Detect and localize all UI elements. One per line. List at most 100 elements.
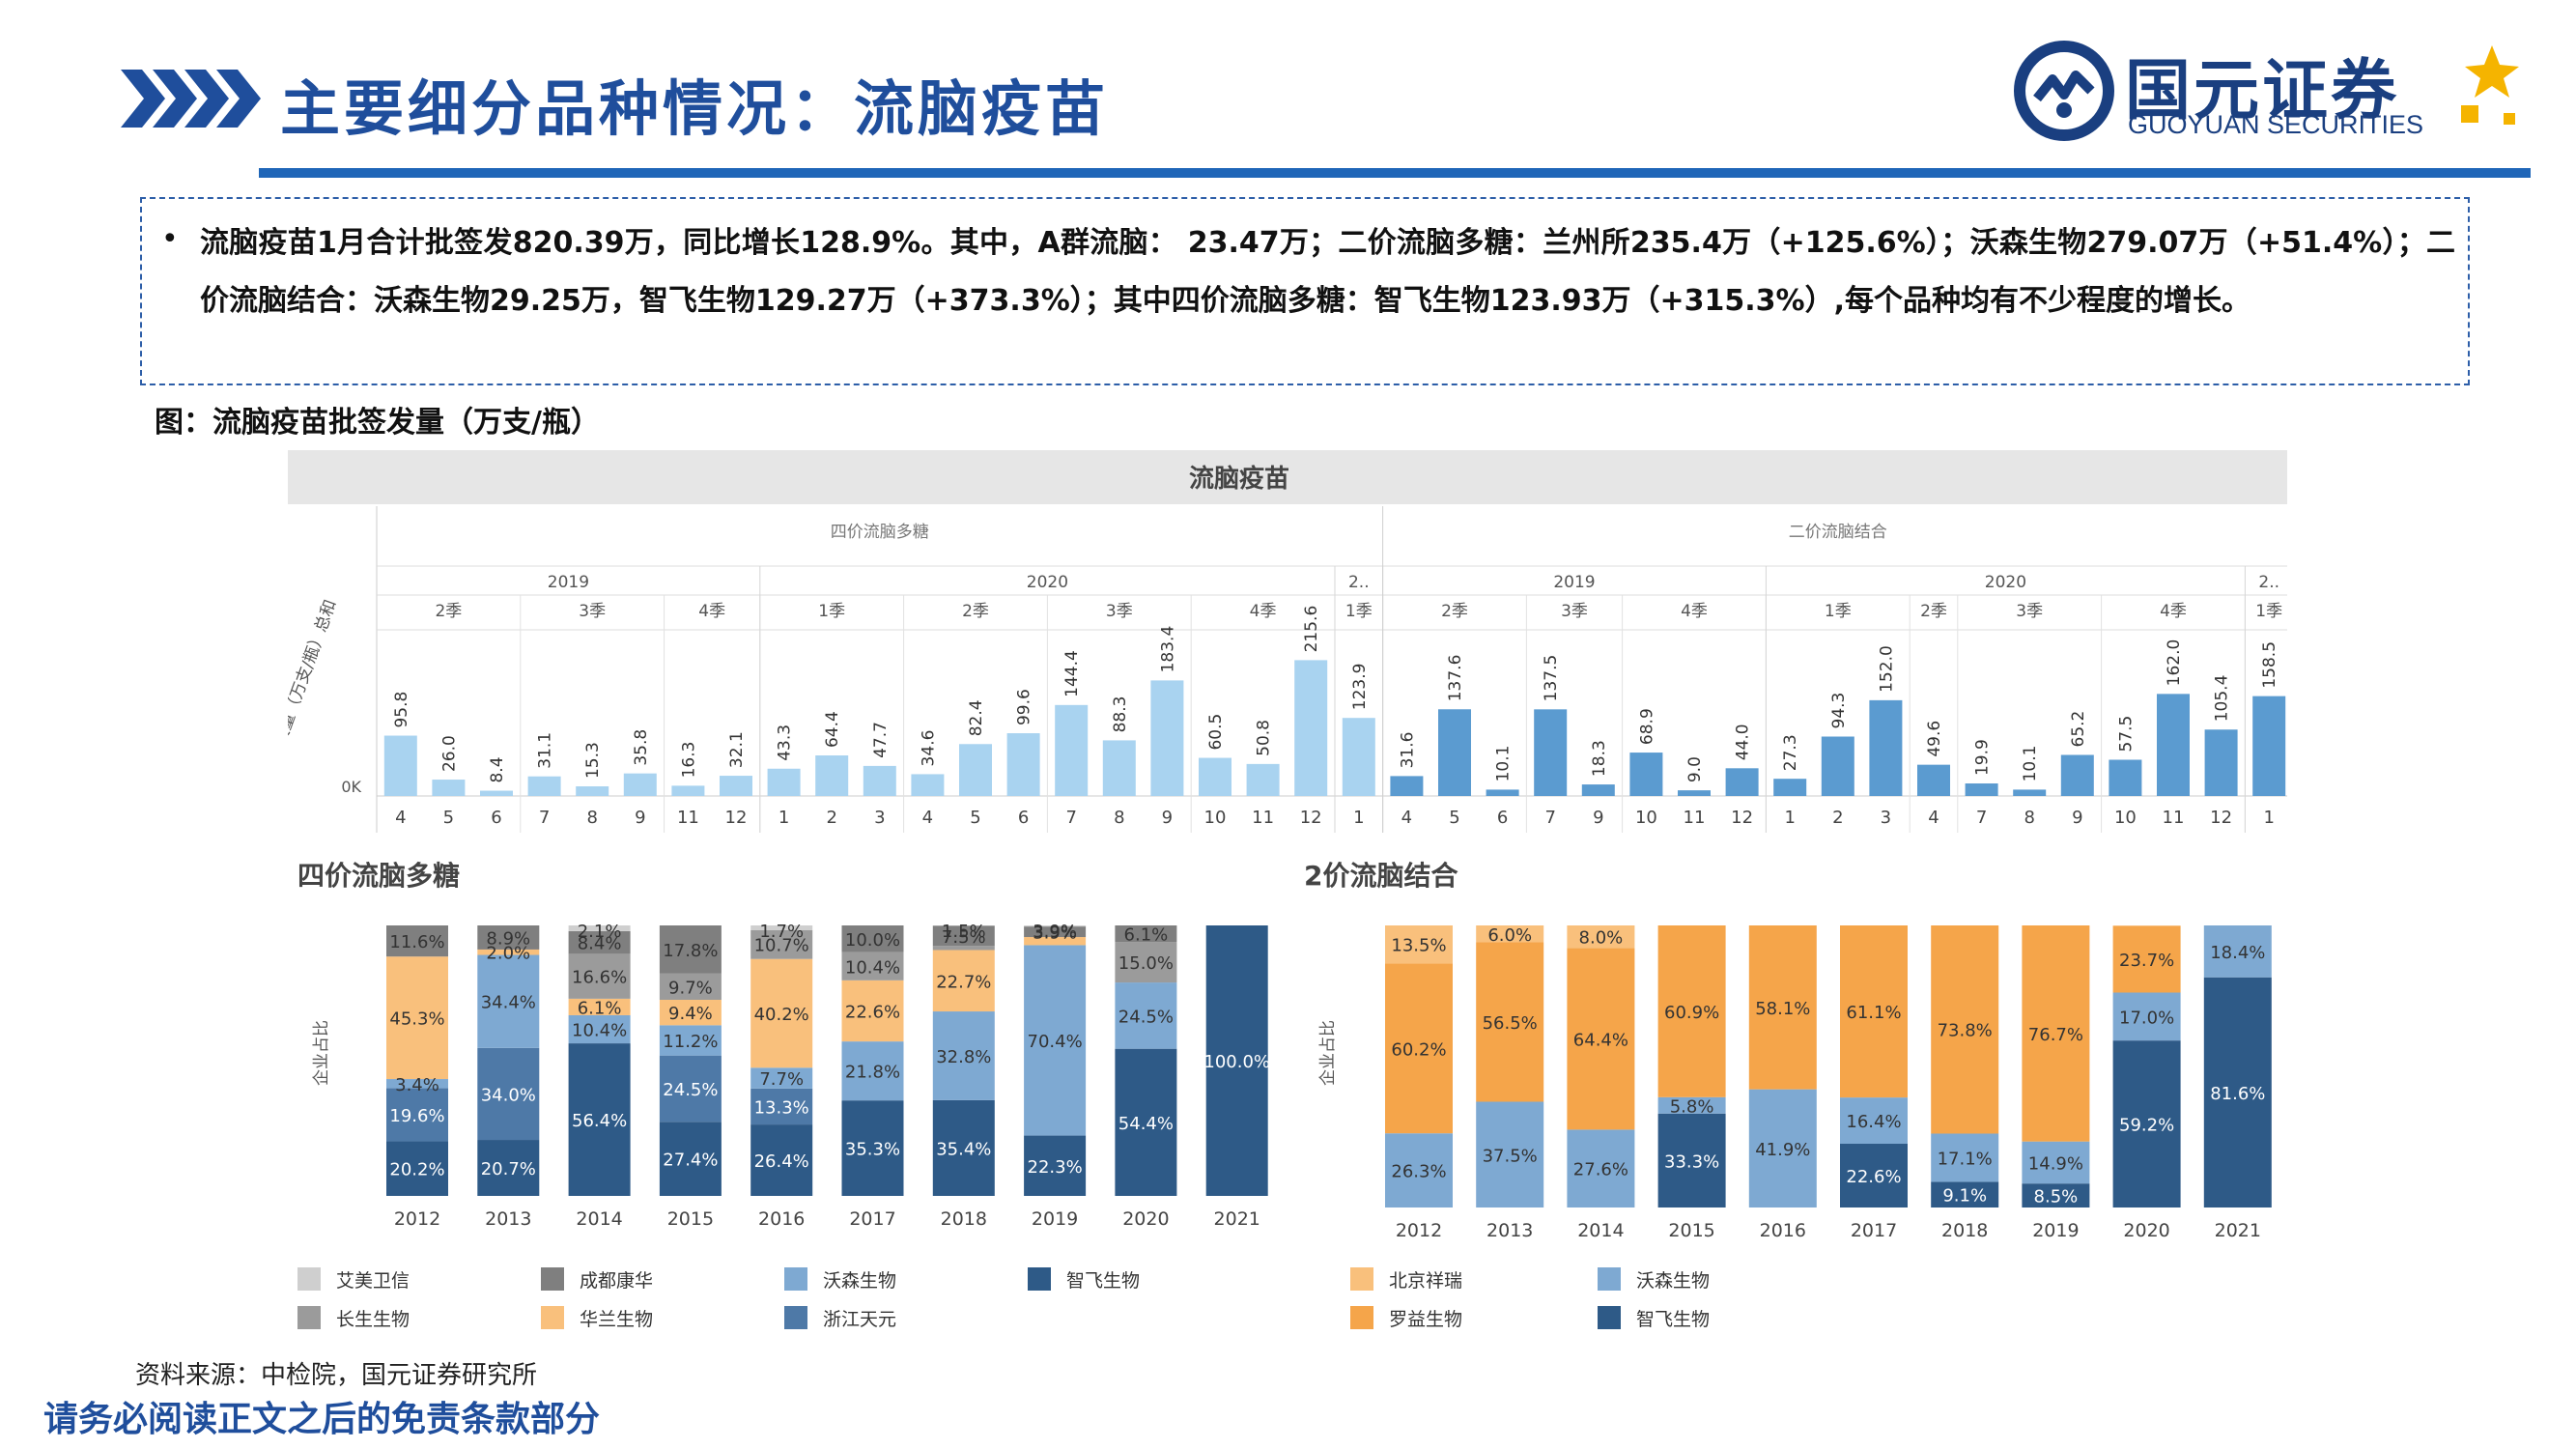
segment-value-label: 7.7%: [759, 1069, 804, 1090]
chart-title: 四价流脑多糖: [297, 860, 460, 892]
stacked-segment: [568, 930, 631, 954]
segment-value-label: 22.3%: [1028, 1157, 1083, 1178]
segment-value-label: 60.9%: [1664, 1003, 1719, 1023]
segment-value-label: 3.9%: [1033, 922, 1077, 942]
stacked-segment: [1024, 925, 1087, 927]
stacked-segment: [1567, 1129, 1635, 1208]
month-tick-label: 7: [539, 808, 550, 828]
legend-label: 沃森生物: [1636, 1270, 1710, 1292]
quarter-label: 4季: [1250, 602, 1277, 621]
stacked-segment: [1115, 982, 1177, 1049]
x-tick-label: 2019: [1032, 1208, 1078, 1230]
month-tick-label: 7: [1065, 808, 1076, 828]
quarter-label: 4季: [698, 602, 725, 621]
year-label: 2019: [1553, 573, 1595, 592]
stacked-segment: [568, 925, 631, 931]
x-tick-label: 2017: [1851, 1220, 1897, 1241]
bar: [1246, 763, 1280, 796]
stacked-segment: [2022, 1183, 2090, 1208]
segment-value-label: 26.3%: [1391, 1162, 1446, 1182]
stacked-segment: [477, 1140, 540, 1196]
stacked-segment: [1931, 1181, 1999, 1208]
x-tick-label: 2018: [941, 1208, 987, 1230]
stacked-segment: [841, 1100, 904, 1196]
bar: [863, 765, 896, 796]
stacked-segment: [1115, 925, 1177, 943]
month-tick-label: 1: [778, 808, 789, 828]
bar-value-label: 94.3: [1829, 693, 1849, 729]
x-tick-label: 2012: [1396, 1220, 1442, 1241]
bar-value-label: 215.6: [1302, 606, 1321, 653]
stacked-segment: [1205, 925, 1268, 1196]
segment-value-label: 10.7%: [754, 936, 809, 956]
quarter-label: 1季: [1825, 602, 1852, 621]
month-tick-label: 12: [2210, 808, 2232, 828]
bar-value-label: 105.4: [2213, 675, 2232, 723]
segment-value-label: 8.0%: [1579, 928, 1624, 949]
segment-value-label: 22.6%: [1846, 1167, 1901, 1187]
legend-swatch: [1598, 1306, 1621, 1329]
stacked-segment: [477, 954, 540, 1048]
bar-value-label: 44.0: [1734, 724, 1753, 760]
month-tick-label: 10: [1204, 808, 1227, 828]
segment-value-label: 56.5%: [1483, 1013, 1538, 1034]
stacked-segment: [750, 958, 813, 1068]
segment-value-label: 59.2%: [2119, 1116, 2174, 1136]
month-tick-label: 8: [1114, 808, 1124, 828]
bar: [1581, 784, 1615, 796]
month-tick-label: 10: [1635, 808, 1657, 828]
quarter-label: 4季: [1681, 602, 1708, 621]
segment-value-label: 15.0%: [1118, 953, 1174, 974]
segment-value-label: 81.6%: [2210, 1084, 2265, 1104]
segment-value-label: 16.4%: [1846, 1112, 1901, 1132]
legend-swatch: [297, 1306, 321, 1329]
quarter-label: 1季: [818, 602, 845, 621]
month-tick-label: 6: [1497, 808, 1508, 828]
stacked-segment: [2112, 992, 2181, 1041]
quarter-label: 3季: [579, 602, 606, 621]
segment-value-label: 40.2%: [754, 1005, 809, 1025]
month-tick-label: 5: [443, 808, 454, 828]
stacked-segment: [750, 929, 813, 959]
segment-value-label: 10.0%: [845, 930, 900, 951]
stacked-segment: [1115, 942, 1177, 983]
bar: [623, 773, 657, 796]
header-arrows-icon: [121, 70, 261, 128]
bar-value-label: 137.5: [1542, 655, 1561, 702]
bar-value-label: 88.3: [1111, 696, 1130, 733]
segment-value-label: 32.8%: [936, 1047, 991, 1067]
logo-chinese-name: 国元证券: [2125, 53, 2400, 129]
bar-value-label: 10.1: [2021, 746, 2040, 782]
bar-value-label: 43.3: [776, 724, 795, 761]
segment-value-label: 26.4%: [754, 1151, 809, 1172]
legend-label: 长生生物: [336, 1309, 410, 1330]
segment-value-label: 54.4%: [1118, 1114, 1174, 1134]
stacked-segment: [1024, 1135, 1087, 1196]
month-tick-label: 4: [1928, 808, 1939, 828]
stacked-segment: [568, 1043, 631, 1196]
bar-value-label: 162.0: [2165, 639, 2184, 687]
month-tick-label: 12: [1731, 808, 1753, 828]
segment-value-label: 10.4%: [845, 957, 900, 978]
stacked-segment: [932, 950, 995, 1012]
segment-value-label: 22.6%: [845, 1002, 900, 1022]
month-tick-label: 11: [677, 808, 699, 828]
segment-value-label: 45.3%: [389, 1009, 444, 1030]
stacked-segment: [659, 1122, 722, 1196]
bar: [2204, 729, 2238, 796]
month-tick-label: 6: [1018, 808, 1029, 828]
segment-value-label: 58.1%: [1755, 999, 1810, 1019]
stacked-segment: [1024, 937, 1087, 946]
stacked-segment: [568, 998, 631, 1015]
bar: [2252, 696, 2286, 796]
month-tick-label: 1: [1784, 808, 1795, 828]
stacked-segment: [932, 925, 995, 947]
stacked-segment: [1476, 942, 1544, 1102]
segment-value-label: 9.1%: [1942, 1186, 1987, 1207]
bar-value-label: 68.9: [1637, 708, 1656, 745]
x-tick-label: 2014: [576, 1208, 622, 1230]
bar: [1773, 779, 1807, 796]
panel-label: 二价流脑结合: [1789, 523, 1887, 542]
bar: [2060, 754, 2094, 796]
month-tick-label: 4: [1401, 808, 1412, 828]
